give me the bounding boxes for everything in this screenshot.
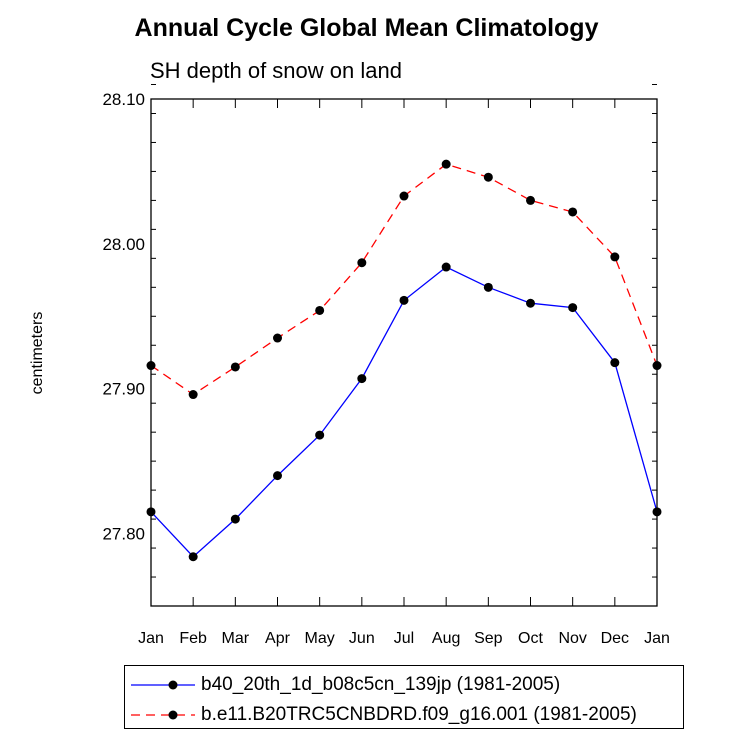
- y-tick-label: 27.90: [102, 380, 145, 399]
- legend-label-2: b.e11.B20TRC5CNBDRD.f09_g16.001 (1981-20…: [201, 704, 637, 725]
- series-1-point: [146, 507, 156, 517]
- series-1-point: [315, 430, 325, 440]
- legend-item-1: b40_20th_1d_b08c5cn_139jp (1981-2005): [125, 670, 683, 700]
- series-1-point: [610, 358, 620, 368]
- series-2-point: [526, 195, 535, 205]
- x-tick-label: Jan: [644, 630, 670, 647]
- series-2-point: [146, 361, 156, 371]
- x-tick-label: Sep: [474, 630, 503, 647]
- series-1-point: [399, 295, 409, 305]
- x-tick-label: Mar: [222, 630, 250, 647]
- series-line-1: [150, 266, 658, 558]
- series-2-point: [188, 390, 198, 400]
- series-2-point: [652, 361, 662, 371]
- series-2-point: [610, 252, 620, 262]
- series-1-point: [230, 514, 240, 524]
- series-2-point: [357, 258, 367, 268]
- series-2-point: [441, 159, 451, 169]
- x-tick-label: Jun: [349, 630, 375, 647]
- chart-plot: 27.80 27.90 28.00 28.10 Jan Feb Mar Apr May Jun Ju…: [102, 84, 670, 647]
- series-1-point: [483, 282, 493, 292]
- legend-line-1: [131, 680, 195, 690]
- series-1-point: [357, 374, 367, 384]
- series-2-point: [568, 207, 578, 217]
- chart-title: Annual Cycle Global Mean Climatology: [134, 14, 599, 42]
- x-tick-label: Aug: [432, 630, 460, 647]
- x-tick-label: Nov: [558, 630, 586, 647]
- series-1-point: [652, 507, 662, 517]
- series-1-point: [273, 471, 282, 481]
- y-tick-label: 28.00: [102, 235, 145, 254]
- x-tick-label: Jan: [138, 630, 164, 647]
- series-2-point: [273, 333, 282, 343]
- series-1-point: [188, 552, 198, 562]
- series-2-point: [399, 191, 409, 201]
- legend-marker-1: [168, 680, 178, 690]
- x-tick-label: Oct: [518, 630, 543, 647]
- legend-marker-2: [168, 710, 178, 720]
- y-tick-label: 28.10: [102, 90, 145, 109]
- x-tick-label: Feb: [179, 630, 207, 647]
- series-2-point: [230, 362, 240, 372]
- y-tick-label: 27.80: [102, 525, 145, 544]
- legend-label-1: b40_20th_1d_b08c5cn_139jp (1981-2005): [201, 674, 561, 695]
- plot-frame: [150, 98, 658, 607]
- x-tick-label: Jul: [394, 630, 414, 647]
- series-1-point: [526, 298, 535, 308]
- x-tick-label: Dec: [601, 630, 629, 647]
- legend-line-2: [131, 710, 195, 720]
- x-tick-label: Apr: [265, 630, 291, 647]
- chart-subtitle: SH depth of snow on land: [150, 58, 402, 83]
- x-tick-label: May: [305, 630, 335, 647]
- series-2-point: [483, 172, 493, 182]
- legend: b40_20th_1d_b08c5cn_139jp (1981-2005) b.…: [124, 665, 684, 729]
- series-2-point: [315, 305, 325, 315]
- legend-item-2: b.e11.B20TRC5CNBDRD.f09_g16.001 (1981-20…: [125, 700, 683, 730]
- series-1-point: [568, 303, 578, 313]
- series-1-point: [441, 262, 451, 272]
